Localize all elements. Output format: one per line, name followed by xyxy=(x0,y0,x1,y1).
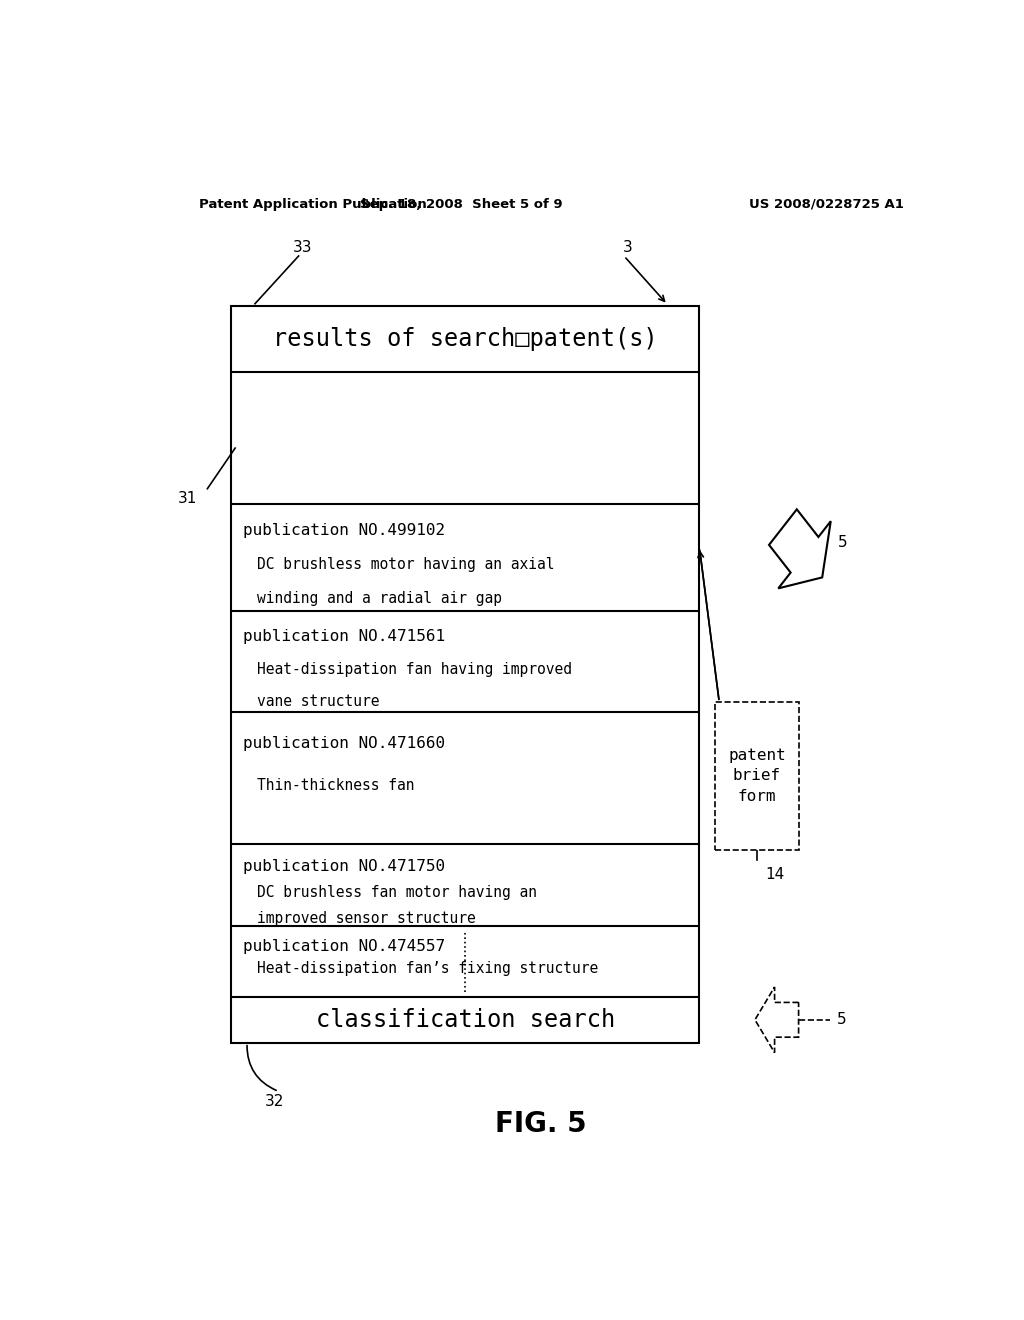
Text: improved sensor structure: improved sensor structure xyxy=(257,911,476,927)
Text: FIG. 5: FIG. 5 xyxy=(495,1110,587,1138)
Text: winding and a radial air gap: winding and a radial air gap xyxy=(257,591,503,606)
Text: Heat-dissipation fan’s fixing structure: Heat-dissipation fan’s fixing structure xyxy=(257,961,599,977)
Bar xyxy=(715,702,799,850)
Text: 31: 31 xyxy=(178,491,198,507)
Text: 5: 5 xyxy=(839,535,848,549)
Text: publication NO.471561: publication NO.471561 xyxy=(243,630,445,644)
Text: 5: 5 xyxy=(837,1012,846,1027)
Text: publication NO.499102: publication NO.499102 xyxy=(243,523,445,539)
Text: form: form xyxy=(737,788,776,804)
Text: 14: 14 xyxy=(765,867,784,883)
Text: Heat-dissipation fan having improved: Heat-dissipation fan having improved xyxy=(257,661,572,677)
Bar xyxy=(231,306,699,1043)
Text: Sep. 18, 2008  Sheet 5 of 9: Sep. 18, 2008 Sheet 5 of 9 xyxy=(360,198,562,211)
Text: US 2008/0228725 A1: US 2008/0228725 A1 xyxy=(749,198,904,211)
Text: publication NO.474557: publication NO.474557 xyxy=(243,939,445,953)
Text: classification search: classification search xyxy=(315,1007,614,1032)
Text: DC brushless fan motor having an: DC brushless fan motor having an xyxy=(257,886,538,900)
Text: vane structure: vane structure xyxy=(257,694,380,709)
Text: 32: 32 xyxy=(265,1094,285,1109)
Text: results of search□patent(s): results of search□patent(s) xyxy=(273,327,657,351)
Text: DC brushless motor having an axial: DC brushless motor having an axial xyxy=(257,557,555,573)
Text: brief: brief xyxy=(733,768,781,783)
Text: publication NO.471660: publication NO.471660 xyxy=(243,737,445,751)
Text: 33: 33 xyxy=(293,240,312,255)
Text: patent: patent xyxy=(728,748,785,763)
Text: 3: 3 xyxy=(623,240,633,255)
Text: Thin-thickness fan: Thin-thickness fan xyxy=(257,779,415,793)
Text: Patent Application Publication: Patent Application Publication xyxy=(200,198,427,211)
Text: publication NO.471750: publication NO.471750 xyxy=(243,859,445,874)
